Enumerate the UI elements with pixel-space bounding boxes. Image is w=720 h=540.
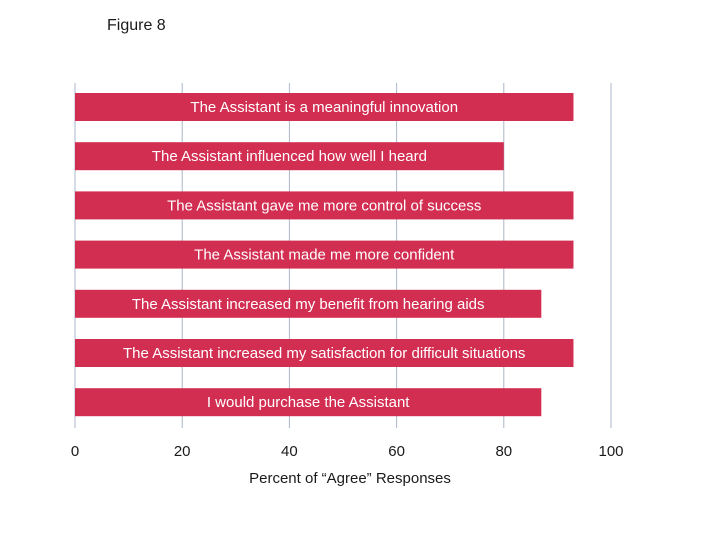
- x-tick-label: 40: [281, 443, 298, 460]
- bar-label-2: The Assistant influenced how well I hear…: [152, 148, 427, 165]
- x-tick-label: 20: [174, 443, 191, 460]
- bar-1: [75, 93, 574, 121]
- x-tick-label: 80: [495, 443, 512, 460]
- x-tick-label: 60: [388, 443, 405, 460]
- figure-label: Figure 8: [107, 17, 166, 34]
- bar-5: [75, 289, 542, 318]
- x-tick-labels: 0 20 40 60 80 100: [71, 443, 624, 460]
- bar-label-6: The Assistant increased my satisfaction …: [123, 345, 525, 362]
- x-tick-label: 0: [71, 443, 79, 460]
- bar-3: [75, 191, 574, 220]
- x-axis-label: Percent of “Agree” Responses: [249, 470, 451, 487]
- bar-label-7: I would purchase the Assistant: [207, 394, 410, 411]
- bar-labels: The Assistant is a meaningful innovation…: [123, 99, 525, 411]
- bar-label-5: The Assistant increased my benefit from …: [132, 296, 485, 313]
- bar-label-1: The Assistant is a meaningful innovation: [190, 99, 458, 116]
- bar-label-4: The Assistant made me more confident: [194, 247, 455, 264]
- bar-7: [75, 388, 542, 417]
- x-tick-label: 100: [598, 443, 623, 460]
- bars: [75, 93, 574, 417]
- bar-label-3: The Assistant gave me more control of su…: [167, 197, 481, 214]
- bar-6: [75, 339, 574, 367]
- bar-4: [75, 240, 574, 269]
- bar-2: [75, 142, 504, 171]
